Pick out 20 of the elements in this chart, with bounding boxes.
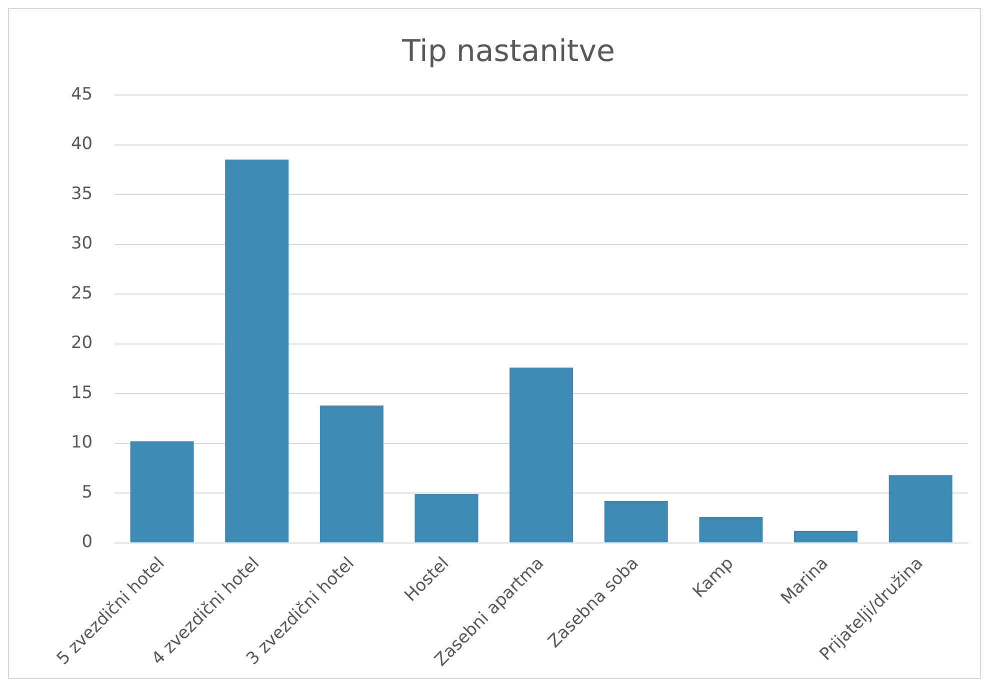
bar xyxy=(888,475,952,542)
y-tick-label: 20 xyxy=(70,333,93,354)
y-tick-label: 45 xyxy=(70,84,93,104)
chart-title: Tip nastanitve xyxy=(401,34,615,69)
bar xyxy=(794,530,858,542)
y-tick-label: 35 xyxy=(70,184,93,204)
bar xyxy=(320,405,384,542)
bar xyxy=(414,494,478,542)
bar xyxy=(699,516,763,542)
y-tick-label: 10 xyxy=(70,432,93,453)
bar xyxy=(225,160,289,542)
y-tick-label: 30 xyxy=(70,234,93,254)
bar xyxy=(604,501,668,542)
y-tick-label: 40 xyxy=(70,134,93,154)
bar xyxy=(130,441,194,542)
y-tick-label: 15 xyxy=(70,382,93,403)
y-tick-label: 5 xyxy=(82,482,93,502)
y-tick-label: 0 xyxy=(82,532,93,552)
y-tick-label: 25 xyxy=(70,283,93,304)
bar xyxy=(510,368,574,542)
